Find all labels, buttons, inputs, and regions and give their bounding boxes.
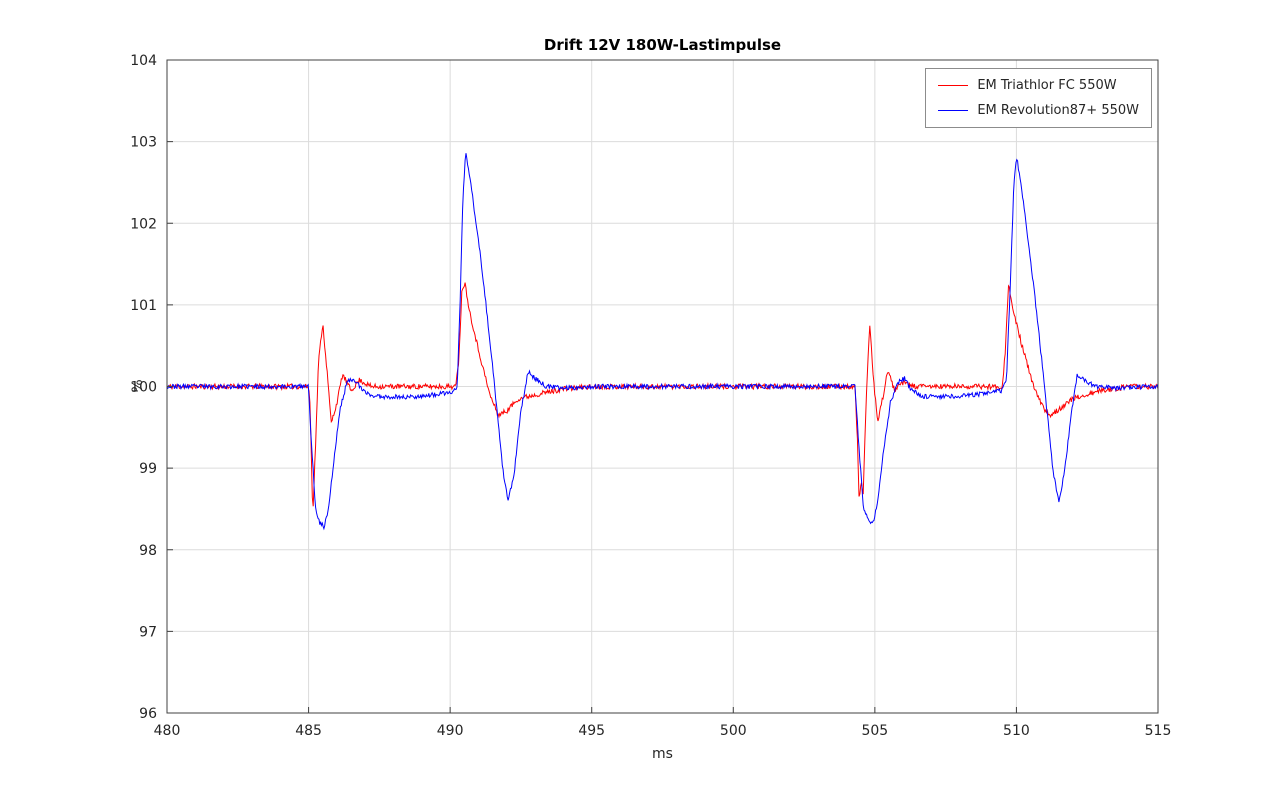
x-axis-label: ms xyxy=(652,746,673,762)
y-tick-label: 102 xyxy=(130,216,157,232)
x-tick-label: 500 xyxy=(720,723,747,739)
legend-item: EM Triathlor FC 550W xyxy=(938,78,1139,93)
y-axis-label: % xyxy=(130,379,146,393)
y-tick-label: 99 xyxy=(139,461,157,477)
legend-line-sample-red xyxy=(938,85,969,86)
chart-title: Drift 12V 180W-Lastimpulse xyxy=(543,36,782,54)
x-axis-ticks: 480 485 490 495 500 505 510 515 xyxy=(154,707,1172,739)
series-line-1 xyxy=(167,153,1158,531)
y-tick-label: 104 xyxy=(130,53,157,69)
y-tick-label: 96 xyxy=(139,706,157,722)
legend-line-sample-blue xyxy=(938,110,969,111)
legend-label: EM Revolution87+ 550W xyxy=(977,103,1139,118)
y-axis-ticks: 96 97 98 99 100 101 102 103 104 xyxy=(130,53,173,722)
x-tick-label: 480 xyxy=(154,723,181,739)
legend-item: EM Revolution87+ 550W xyxy=(938,103,1139,118)
y-tick-label: 101 xyxy=(130,298,157,314)
y-tick-label: 97 xyxy=(139,624,157,640)
x-tick-label: 505 xyxy=(861,723,888,739)
legend: EM Triathlor FC 550W EM Revolution87+ 55… xyxy=(925,68,1152,128)
y-tick-label: 100 xyxy=(130,380,157,396)
x-tick-label: 510 xyxy=(1003,723,1030,739)
series-group xyxy=(167,153,1158,531)
x-tick-label: 515 xyxy=(1145,723,1172,739)
x-tick-label: 490 xyxy=(437,723,464,739)
legend-label: EM Triathlor FC 550W xyxy=(977,78,1117,93)
series-line-0 xyxy=(167,282,1158,507)
y-tick-label: 98 xyxy=(139,543,157,559)
x-tick-label: 495 xyxy=(578,723,605,739)
x-tick-label: 485 xyxy=(295,723,322,739)
y-tick-label: 103 xyxy=(130,135,157,151)
gridlines xyxy=(167,60,1158,713)
